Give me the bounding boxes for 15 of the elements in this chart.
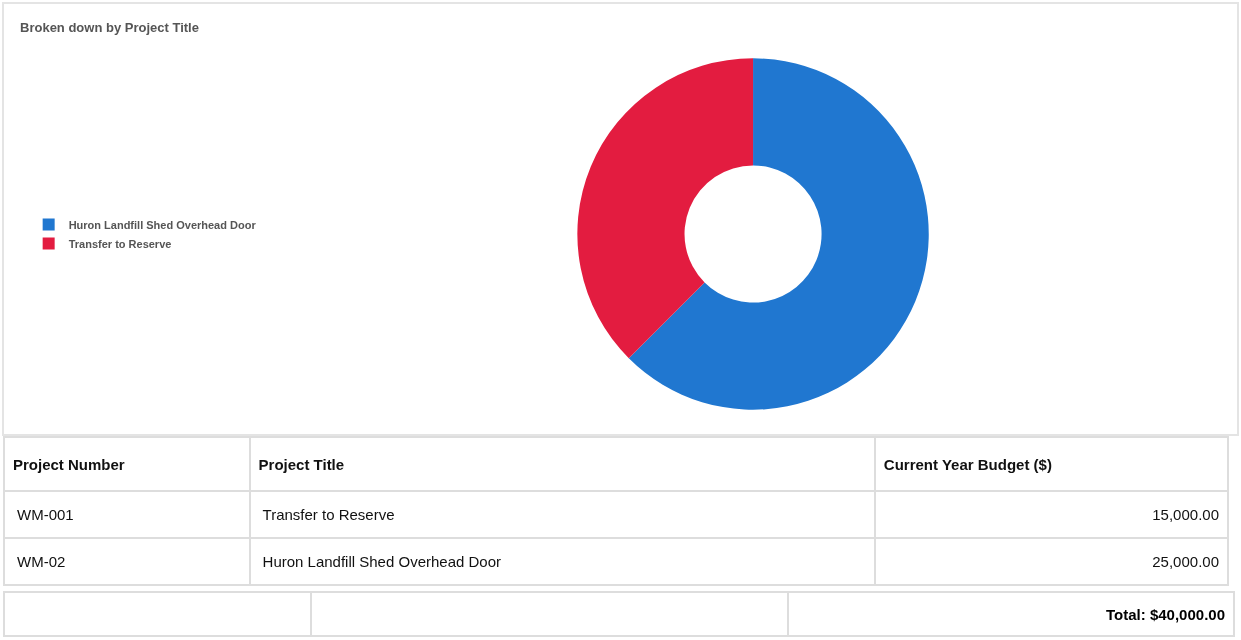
text: WM-02 (4, 538, 250, 585)
text: Current Year Budget ($) (874, 437, 1228, 491)
text: Total: $40,000.00 (1105, 605, 1226, 625)
text: 15,000.00 (874, 491, 1228, 538)
chart-title: Broken down by Project Title (20, 20, 199, 36)
text: Project Number (4, 437, 250, 491)
text: Huron Landfill Shed Overhead Door (249, 538, 875, 585)
text: WM-001 (4, 491, 250, 538)
text: 25,000.00 (874, 538, 1228, 585)
legend-label: Transfer to Reserve (68, 237, 172, 250)
text: Project Title (249, 437, 875, 491)
donut-slice (628, 58, 929, 410)
text: Transfer to Reserve (249, 491, 875, 538)
donut-slice (577, 58, 754, 359)
legend-label: Huron Landfill Shed Overhead Door (68, 218, 257, 231)
